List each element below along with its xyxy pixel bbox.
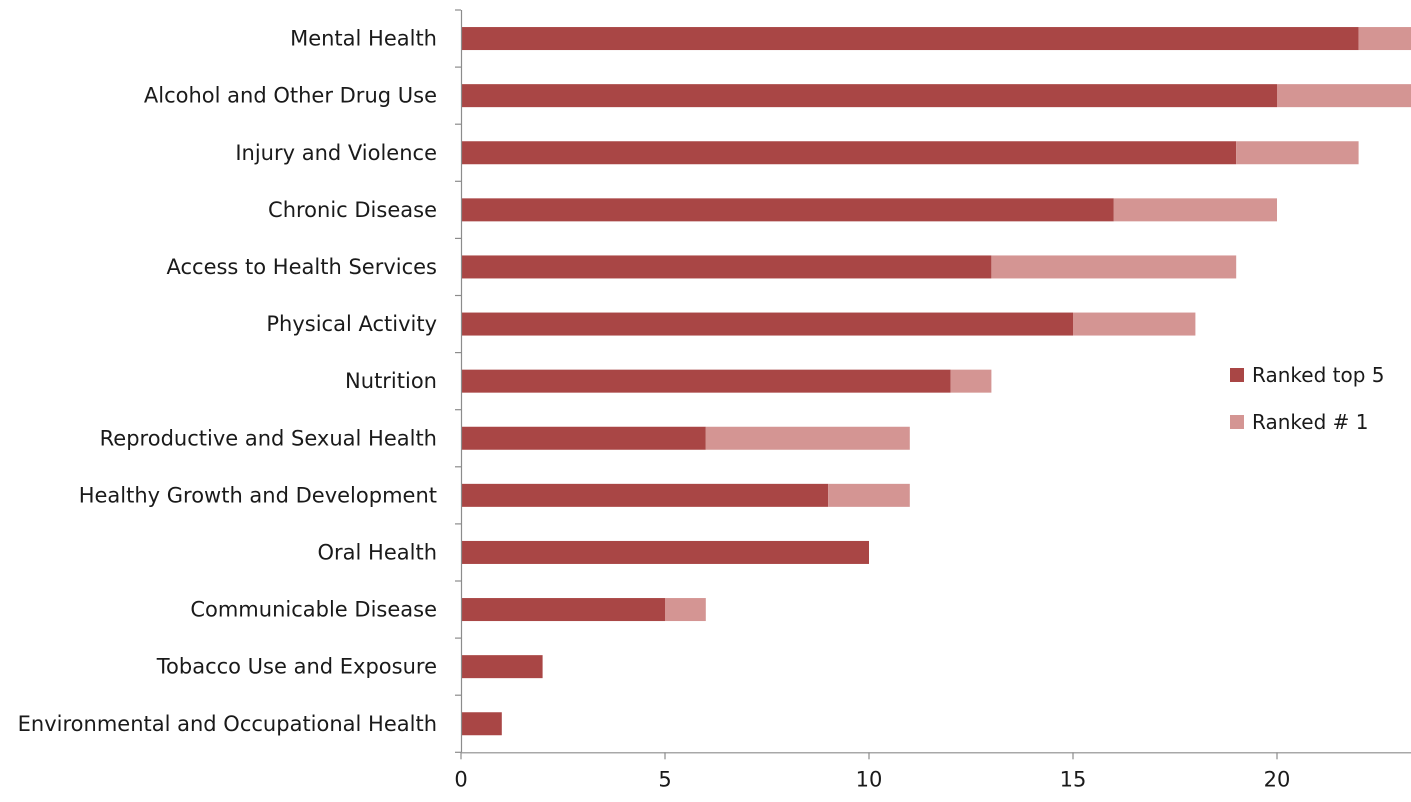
bar-ranked-1 bbox=[665, 598, 706, 622]
legend-swatch bbox=[1230, 368, 1244, 382]
category-label: Injury and Violence bbox=[235, 141, 437, 165]
bar-ranked-top-5 bbox=[461, 598, 665, 622]
axes-group bbox=[455, 9, 1411, 760]
bar-ranked-1 bbox=[1073, 312, 1196, 336]
category-label: Communicable Disease bbox=[190, 598, 437, 622]
bar-ranked-1 bbox=[991, 255, 1237, 279]
category-label: Oral Health bbox=[318, 540, 438, 564]
x-tick-label: 20 bbox=[1264, 767, 1291, 791]
bar-ranked-1 bbox=[950, 369, 992, 393]
bar-ranked-1 bbox=[1358, 27, 1411, 51]
legend-swatch bbox=[1230, 415, 1244, 429]
bar-ranked-top-5 bbox=[461, 255, 992, 279]
x-tick-label: 10 bbox=[856, 767, 883, 791]
legend: Ranked top 5 Ranked # 1 bbox=[1230, 363, 1384, 434]
bar-ranked-top-5 bbox=[461, 712, 502, 736]
category-label: Environmental and Occupational Health bbox=[18, 712, 437, 736]
category-label: Physical Activity bbox=[266, 312, 437, 336]
category-label: Access to Health Services bbox=[166, 255, 437, 279]
bar-ranked-top-5 bbox=[461, 84, 1277, 108]
bar-ranked-top-5 bbox=[461, 198, 1114, 222]
bar-ranked-top-5 bbox=[461, 483, 829, 507]
category-label: Alcohol and Other Drug Use bbox=[144, 84, 437, 108]
bar-ranked-1 bbox=[1236, 141, 1359, 165]
x-tick-label: 5 bbox=[658, 767, 671, 791]
category-label: Reproductive and Sexual Health bbox=[100, 426, 437, 450]
bar-ranked-top-5 bbox=[461, 369, 951, 393]
bar-ranked-top-5 bbox=[461, 655, 543, 679]
category-label: Healthy Growth and Development bbox=[79, 483, 437, 507]
bar-ranked-top-5 bbox=[461, 426, 706, 450]
bar-ranked-1 bbox=[1113, 198, 1277, 222]
bar-ranked-top-5 bbox=[461, 312, 1073, 336]
bars-group bbox=[461, 27, 1411, 736]
tick-labels-group: 05101520253035 bbox=[454, 767, 1291, 791]
category-labels-group: Mental Health Alcohol and Other Drug Use I… bbox=[18, 27, 437, 736]
legend-label: Ranked top 5 bbox=[1252, 363, 1384, 387]
x-tick-label: 0 bbox=[454, 767, 467, 791]
bar-ranked-1 bbox=[705, 426, 910, 450]
bar-ranked-1 bbox=[1277, 84, 1411, 108]
legend-label: Ranked # 1 bbox=[1252, 410, 1368, 434]
x-tick-label: 15 bbox=[1060, 767, 1087, 791]
bar-ranked-top-5 bbox=[461, 141, 1237, 165]
category-label: Tobacco Use and Exposure bbox=[156, 655, 437, 679]
category-label: Mental Health bbox=[290, 27, 437, 51]
bar-ranked-1 bbox=[828, 483, 910, 507]
category-label: Chronic Disease bbox=[268, 198, 437, 222]
bar-ranked-top-5 bbox=[461, 27, 1359, 51]
bar-ranked-top-5 bbox=[461, 540, 869, 564]
category-label: Nutrition bbox=[345, 369, 437, 393]
